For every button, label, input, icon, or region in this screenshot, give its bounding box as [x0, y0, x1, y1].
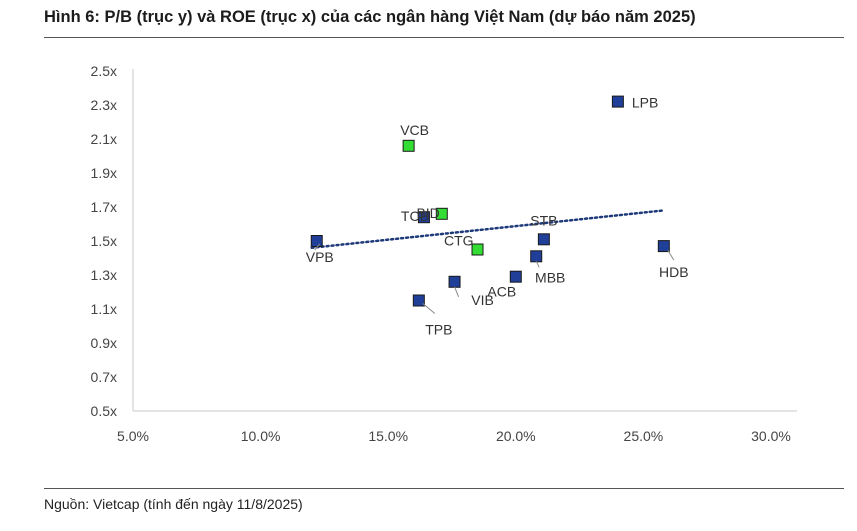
trendline-layer: [310, 209, 666, 250]
chart-axes: 0.5x 0.7x 0.9x 1.1x 1.3x 1.5x 1.7x 1.9x 2.1x 2.3x…: [91, 63, 797, 444]
point-bid: [435, 207, 448, 220]
point-tcb: [417, 211, 430, 224]
label-hdb: HDB: [659, 264, 689, 280]
y-tick-label: 0.9x: [91, 335, 117, 351]
leader-line-tpb: [422, 303, 436, 314]
label-vpb: VPB: [306, 249, 334, 265]
label-stb: STB: [530, 212, 557, 228]
leader-line-hdb: [667, 249, 675, 261]
y-tick-label: 0.7x: [91, 369, 117, 385]
x-tick-label: 30.0%: [751, 428, 791, 444]
trendline: [310, 209, 666, 250]
x-tick-label: 25.0%: [624, 428, 664, 444]
label-lpb: LPB: [632, 95, 658, 111]
x-tick-label: 5.0%: [117, 428, 149, 444]
label-ctg: CTG: [444, 233, 474, 249]
source-divider: [44, 488, 844, 489]
point-ctg: [471, 243, 484, 256]
point-mbb: [530, 250, 543, 263]
point-tpb: [412, 294, 425, 307]
label-acb: ACB: [487, 284, 516, 300]
y-tick-label: 2.3x: [91, 97, 117, 113]
leader-line-vib: [454, 286, 460, 297]
point-vcb: [402, 139, 415, 152]
x-tick-label: 20.0%: [496, 428, 536, 444]
point-lpb: [611, 95, 624, 108]
source-note: Nguồn: Vietcap (tính đến ngày 11/8/2025): [44, 496, 303, 512]
y-tick-label: 2.1x: [91, 131, 117, 147]
point-vpb: [310, 235, 323, 247]
point-acb: [509, 270, 522, 283]
leader-line-vpb: [314, 243, 321, 251]
x-tick-label: 15.0%: [368, 428, 408, 444]
label-vib: VIB: [471, 292, 494, 308]
y-tick-label: 1.9x: [91, 165, 117, 181]
point-stb: [537, 233, 550, 246]
y-tick-label: 0.5x: [91, 403, 117, 419]
chart-title: Hình 6: P/B (trục y) và ROE (trục x) của…: [44, 8, 696, 26]
y-tick-label: 1.3x: [91, 267, 117, 283]
title-divider: [44, 37, 844, 38]
label-vcb: VCB: [400, 122, 429, 138]
y-tick-label: 1.5x: [91, 233, 117, 249]
point-vib: [448, 275, 461, 288]
y-tick-label: 1.7x: [91, 199, 117, 215]
leader-line-mbb: [535, 261, 540, 268]
point-hdb: [657, 240, 670, 253]
label-bid: BID: [416, 205, 439, 221]
label-tpb: TPB: [425, 322, 452, 338]
y-tick-label: 1.1x: [91, 301, 117, 317]
x-tick-label: 10.0%: [241, 428, 281, 444]
label-mbb: MBB: [535, 269, 565, 285]
data-points: [310, 95, 670, 307]
y-tick-label: 2.5x: [91, 63, 117, 79]
label-tcb: TCB: [401, 208, 429, 224]
